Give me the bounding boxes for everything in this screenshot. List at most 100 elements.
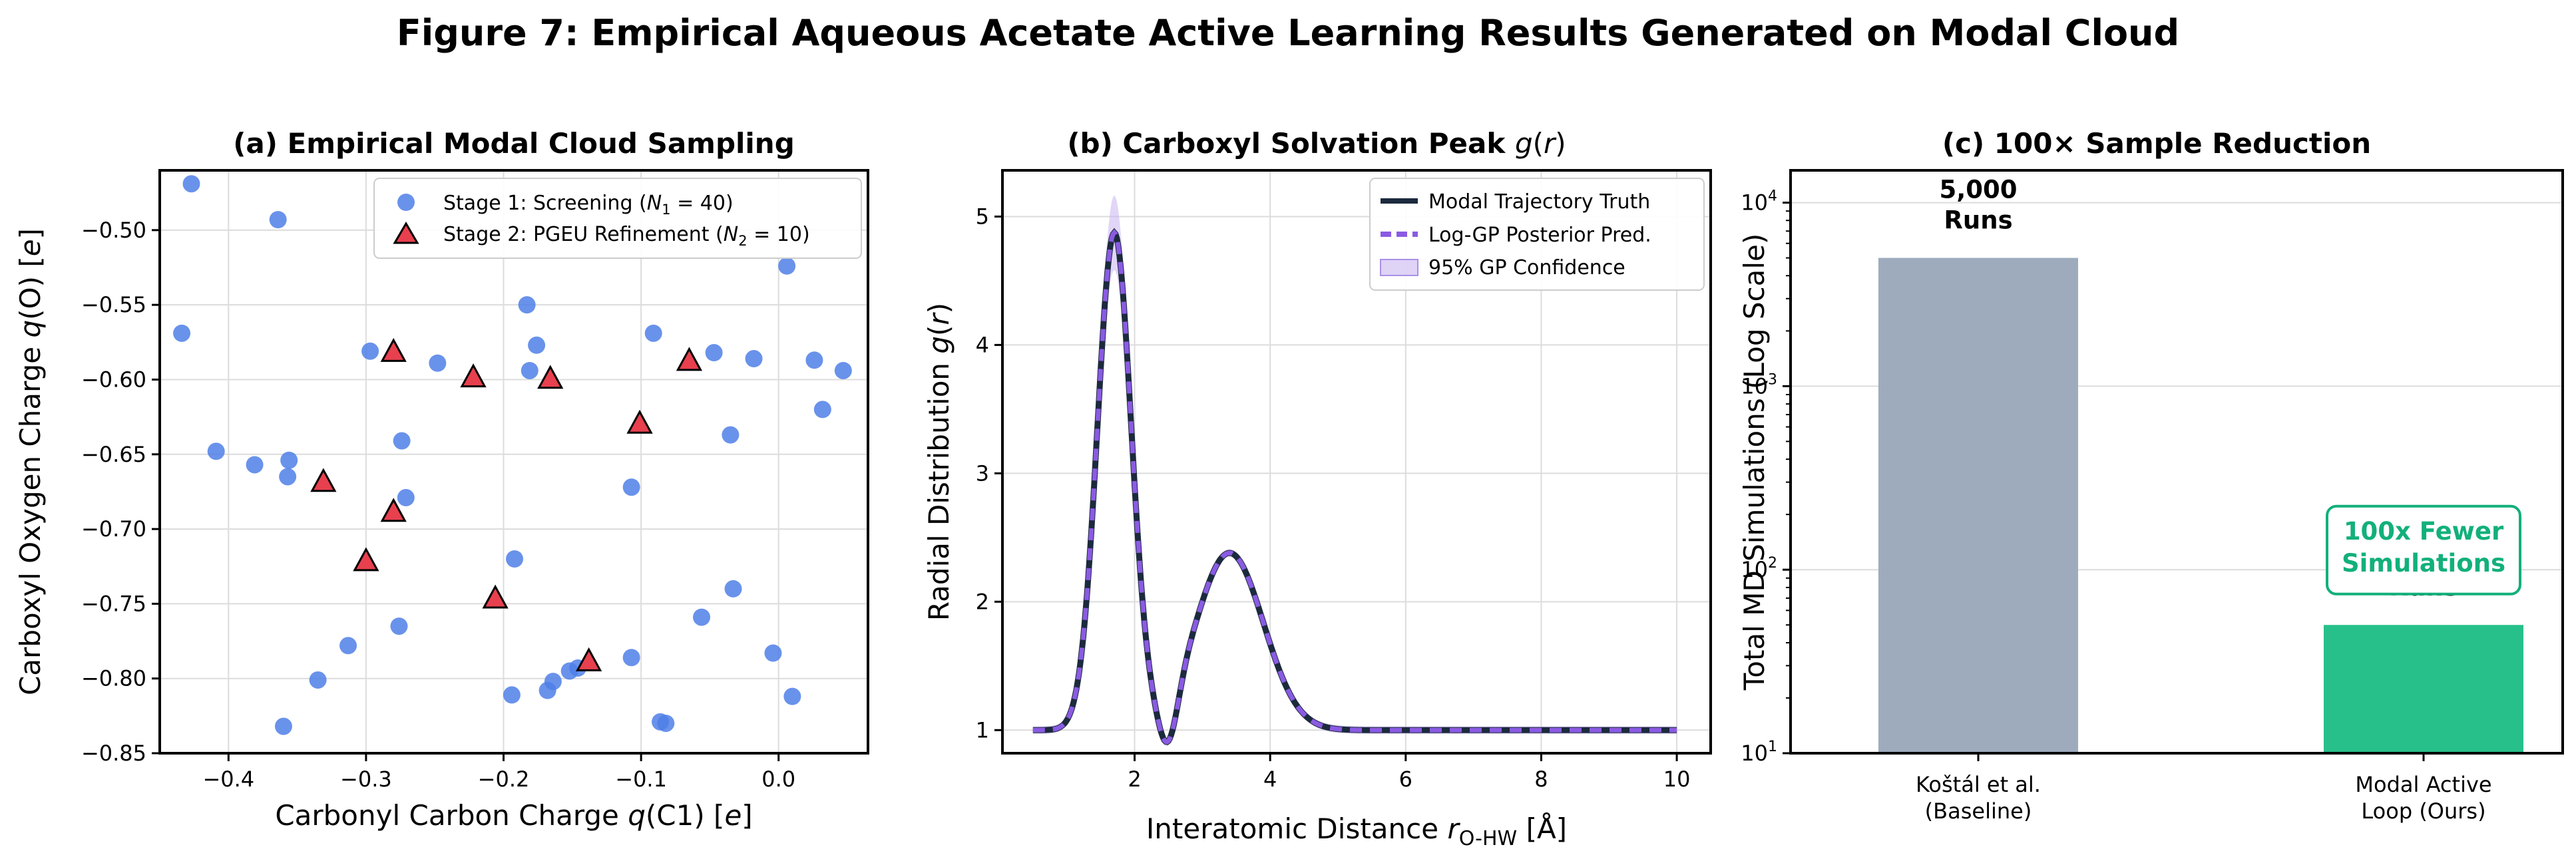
- panel-c-ytick-label: 102: [1741, 555, 1777, 582]
- scatter-point-stage1: [279, 468, 297, 486]
- scatter-point-stage1: [745, 350, 763, 368]
- panel-a-title: (a) Empirical Modal Cloud Sampling: [233, 127, 795, 160]
- panel-c-ytick-label: 103: [1741, 371, 1777, 399]
- scatter-point-stage1: [622, 649, 640, 667]
- panel-a-ytick-label: −0.55: [81, 292, 146, 317]
- panel-a-ytick-label: −0.50: [81, 218, 146, 243]
- panel-b-title: (b) Carboxyl Solvation Peak g(r): [1067, 127, 1566, 160]
- legend-marker-stage1: [397, 194, 415, 211]
- legend-label-truth: Modal Trajectory Truth: [1428, 190, 1650, 214]
- scatter-point-stage1: [813, 401, 831, 419]
- panel-a-ytick-label: −0.65: [81, 442, 146, 467]
- panel-b-ytick-label: 1: [976, 717, 989, 743]
- scatter-point-stage1: [722, 426, 740, 444]
- scatter-point-stage1: [724, 580, 742, 598]
- panel-a-ytick-label: −0.85: [81, 741, 146, 766]
- scatter-point-stage1: [544, 673, 562, 691]
- scatter-point-stage1: [805, 351, 823, 369]
- panel-b-ytick-label: 3: [976, 460, 989, 486]
- truth-line: [1032, 228, 1677, 745]
- scatter-point-stage1: [521, 361, 538, 379]
- legend-marker-stage2: [393, 222, 419, 244]
- panel-b-xtick-label: 2: [1128, 767, 1141, 792]
- panel-a-ylabel: Carboxyl Oxygen Charge q(O) [e]: [14, 228, 47, 695]
- scatter-point-stage1: [309, 671, 327, 689]
- legend-marker-confidence: [1380, 259, 1418, 276]
- panel-c-title: (c) 100× Sample Reduction: [1942, 127, 2371, 160]
- scatter-point-stage1: [280, 451, 298, 469]
- panel-b-xtick-label: 6: [1399, 767, 1412, 792]
- figure-title: Figure 7: Empirical Aqueous Acetate Acti…: [397, 12, 2179, 54]
- scatter-point-stage1: [778, 257, 796, 275]
- panel-b-ylabel: Radial Distribution g(r): [923, 303, 955, 621]
- legend-label-stage2: Stage 2: PGEU Refinement (N2 = 10): [443, 223, 810, 249]
- scatter-point-stage1: [269, 211, 287, 229]
- panel-a-xtick-label: −0.2: [478, 767, 530, 792]
- panel-a-xtick-label: −0.1: [615, 767, 667, 792]
- scatter-point-stage1: [693, 608, 711, 626]
- bar-baseline: [1878, 258, 2078, 753]
- panel-a-legend: Stage 1: Screening (N1 = 40) Stage 2: PG…: [373, 178, 862, 259]
- panel-b-xtick-label: 4: [1263, 767, 1277, 792]
- panel-a-ytick-label: −0.60: [81, 367, 146, 392]
- scatter-point-stage2: [460, 363, 487, 388]
- panel-a-xtick-label: −0.4: [202, 767, 254, 792]
- panel-c-bar: (c) 100× Sample Reduction 5,000Runs50Run…: [1738, 127, 2564, 824]
- scatter-point-stage1: [783, 687, 801, 705]
- scatter-point-stage1: [173, 324, 191, 342]
- scatter-point-stage1: [429, 354, 447, 372]
- panel-a-xlabel: Carbonyl Carbon Charge q(C1) [e]: [275, 799, 752, 832]
- panel-a-ytick-label: −0.80: [81, 666, 146, 691]
- panel-b-ytick-label: 5: [976, 204, 989, 229]
- panel-b-line: (b) Carboxyl Solvation Peak g(r) 2 4 6 8 10 1…: [923, 127, 1712, 850]
- annotation-text: 100x Fewer: [2344, 517, 2504, 546]
- scatter-point-stage1: [622, 478, 640, 496]
- panel-a-xtick-label: −0.3: [340, 767, 392, 792]
- scatter-point-stage2: [626, 409, 653, 434]
- scatter-point-stage1: [182, 175, 200, 193]
- scatter-point-stage2: [575, 647, 602, 671]
- bar-data-label: Runs: [1944, 206, 2012, 235]
- scatter-point-stage1: [834, 361, 852, 379]
- scatter-point-stage1: [764, 644, 782, 662]
- scatter-point-stage1: [506, 550, 524, 568]
- panel-a-scatter: (a) Empirical Modal Cloud Sampling −0.4 −…: [14, 127, 869, 832]
- scatter-point-stage1: [705, 344, 723, 362]
- category-label: (Baseline): [1925, 798, 2032, 824]
- scatter-point-stage1: [207, 442, 225, 460]
- scatter-point-stage1: [246, 456, 264, 474]
- scatter-point-stage2: [537, 365, 564, 389]
- panel-b-legend: Modal Trajectory Truth Log-GP Posterior …: [1369, 178, 1705, 291]
- scatter-point-stage2: [380, 337, 407, 362]
- panel-b-xtick-label: 10: [1663, 767, 1691, 792]
- bar-active-loop: [2324, 625, 2523, 753]
- scatter-point-stage1: [528, 336, 546, 354]
- panel-b-ytick-label: 2: [976, 589, 989, 614]
- scatter-point-stage1: [393, 432, 411, 450]
- scatter-point-stage1: [657, 715, 675, 733]
- scatter-point-stage1: [644, 324, 662, 342]
- legend-label-stage1: Stage 1: Screening (N1 = 40): [443, 192, 734, 218]
- scatter-point-stage1: [397, 488, 415, 506]
- legend-label-gp: Log-GP Posterior Pred.: [1428, 224, 1651, 247]
- panel-b-xlabel: Interatomic Distance rO-HW [Å]: [1146, 812, 1567, 850]
- annotation-text: Simulations: [2342, 549, 2505, 578]
- panel-c-ylabel: Total MD Simulations (Log Scale): [1738, 234, 1771, 691]
- scatter-point-stage2: [380, 498, 407, 522]
- category-label: Loop (Ours): [2361, 798, 2485, 824]
- bar-data-label: 5,000: [1939, 176, 2017, 204]
- scatter-point-stage1: [274, 717, 292, 735]
- scatter-point-stage1: [339, 637, 357, 655]
- panel-c-ytick-label: 104: [1741, 188, 1777, 216]
- category-label: Koštál et al.: [1916, 772, 2041, 797]
- category-label: Modal Active: [2355, 772, 2491, 797]
- reduction-annotation: 100x Fewer Simulations: [2326, 504, 2521, 596]
- panel-c-ytick-label: 101: [1741, 739, 1777, 766]
- scatter-point-stage1: [361, 342, 379, 360]
- gp-prediction-line: [1032, 229, 1677, 745]
- panel-b-ytick-label: 4: [976, 332, 989, 357]
- legend-label-confidence: 95% GP Confidence: [1428, 256, 1625, 279]
- scatter-point-stage2: [676, 347, 703, 371]
- scatter-point-stage2: [310, 468, 337, 492]
